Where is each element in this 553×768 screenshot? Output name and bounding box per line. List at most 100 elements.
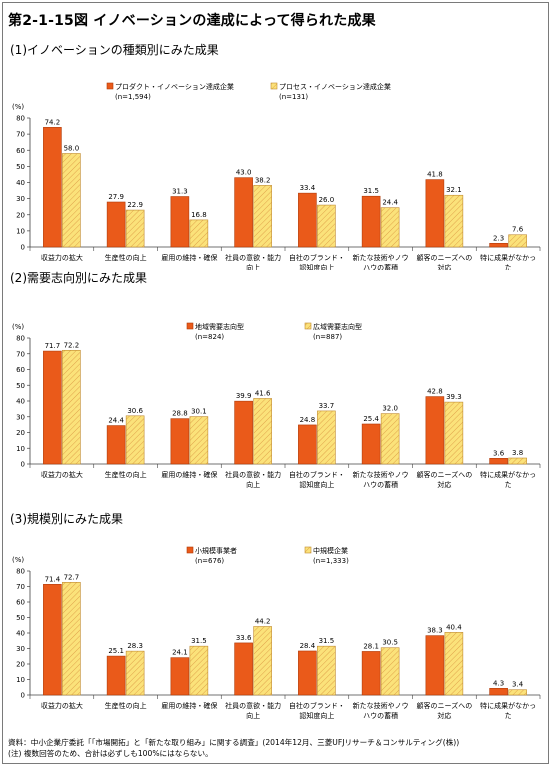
bar-series2 — [189, 645, 209, 696]
bar-series1 — [106, 201, 126, 248]
bar-series1 — [361, 651, 381, 696]
category-label: ハウの蓄積 — [363, 711, 398, 720]
legend-n-series1: (n=1,594) — [115, 93, 151, 101]
category-label: 新たな技術やノウ — [353, 470, 409, 479]
category-label: 自社のブランド・ — [289, 253, 345, 262]
bar-series1 — [43, 350, 62, 465]
bar-series2 — [380, 413, 400, 465]
legend-n-series1: (n=676) — [195, 557, 224, 565]
y-tick-label: 20 — [16, 661, 25, 669]
data-label: 40.4 — [446, 623, 462, 631]
data-label: 41.6 — [255, 389, 271, 397]
y-tick-label: 10 — [16, 676, 25, 684]
data-label: 28.8 — [172, 410, 188, 418]
y-tick-label: 70 — [16, 350, 25, 358]
bar-series2 — [444, 401, 464, 465]
bar-series1 — [425, 396, 445, 465]
bar-series2 — [253, 398, 272, 465]
category-label: 対応 — [437, 263, 451, 270]
bar-series2 — [508, 234, 527, 248]
bar-series1 — [234, 642, 253, 696]
bar-series1 — [425, 179, 445, 248]
data-label: 42.8 — [427, 388, 443, 396]
category-label: 認知度向上 — [299, 711, 334, 720]
category-label: 新たな技術やノウ — [353, 253, 409, 262]
data-label: 32.1 — [446, 186, 462, 194]
bar-series2 — [189, 416, 209, 465]
chart-demand-orientation: (2)需要志向別にみた成果 (%) 地域需要志向型 (n=824) 広域需要志向型 (n=… — [10, 270, 541, 489]
bar-series1 — [298, 192, 317, 248]
chart-product-process: (1)イノベーションの種類別にみた成果 (%) プロダクト・イノベーション達成企業 (… — [10, 43, 541, 270]
bar-series2 — [62, 349, 81, 465]
data-label: 30.5 — [382, 639, 398, 647]
data-label: 38.2 — [255, 176, 271, 184]
data-label: 58.0 — [64, 144, 80, 152]
category-label: た — [505, 712, 512, 720]
y-tick-label: 80 — [16, 335, 25, 343]
data-label: 3.4 — [512, 681, 524, 689]
data-label: 27.9 — [108, 193, 124, 201]
data-label: 39.3 — [446, 393, 462, 401]
category-label: 社員の意欲・能力 — [225, 470, 281, 479]
legend-swatch-series2 — [270, 82, 278, 90]
data-label: 39.9 — [236, 392, 252, 400]
data-label: 4.3 — [493, 679, 504, 687]
legend-n-series1: (n=824) — [195, 333, 224, 341]
legend-swatch-series1 — [106, 82, 114, 90]
figure-title: 第2-1-15図 イノベーションの達成によって得られた成果 — [8, 13, 376, 29]
y-axis-unit: (%) — [12, 103, 24, 111]
category-label: 顧客のニーズへの — [417, 253, 473, 262]
legend-swatch-series2 — [304, 546, 312, 554]
bar-series2 — [125, 650, 145, 696]
y-tick-label: 60 — [16, 366, 25, 374]
bar-series1 — [43, 584, 62, 696]
bar-series2 — [317, 410, 336, 465]
y-tick-label: 0 — [21, 244, 25, 252]
data-label: 31.5 — [191, 637, 207, 645]
category-label: 雇用の維持・確保 — [161, 470, 217, 479]
y-tick-label: 40 — [16, 179, 25, 187]
data-label: 33.7 — [319, 402, 335, 410]
y-tick-label: 30 — [16, 645, 25, 653]
bar-series1 — [361, 423, 381, 465]
bar-series1 — [234, 177, 253, 248]
data-label: 43.0 — [236, 169, 252, 177]
category-label: 生産性の向上 — [105, 701, 147, 710]
data-label: 24.4 — [382, 199, 398, 207]
category-label: 新たな技術やノウ — [353, 701, 409, 710]
data-label: 44.2 — [255, 617, 271, 625]
data-label: 33.4 — [300, 184, 316, 192]
legend-n-series2: (n=1,333) — [313, 557, 349, 565]
data-label: 71.4 — [45, 575, 61, 583]
legend-label-series2: 中規模企業 — [313, 546, 348, 555]
footnote: (注) 複数回答のため、合計は必ずしも100%にはならない。 — [8, 749, 213, 758]
data-label: 72.7 — [64, 573, 80, 581]
chart-subtitle: (3)規模別にみた成果 — [10, 511, 123, 526]
bar-series1 — [489, 458, 508, 465]
bar-series2 — [253, 626, 272, 696]
data-label: 22.9 — [127, 201, 143, 209]
y-tick-label: 50 — [16, 614, 25, 622]
bar-series1 — [425, 635, 445, 696]
bar-series2 — [125, 209, 145, 248]
legend-label-series2: 広域需要志向型 — [313, 322, 362, 331]
bar-series2 — [317, 645, 336, 696]
data-label: 25.4 — [363, 415, 379, 423]
data-label: 24.1 — [172, 649, 188, 657]
y-axis-unit: (%) — [12, 556, 24, 564]
bar-series1 — [234, 400, 253, 465]
data-label: 32.0 — [382, 405, 398, 413]
y-tick-label: 50 — [16, 163, 25, 171]
data-label: 30.1 — [191, 408, 207, 416]
data-label: 7.6 — [512, 226, 524, 234]
category-label: 収益力の拡大 — [41, 701, 83, 710]
chart-subtitle: (2)需要志向別にみた成果 — [10, 270, 147, 285]
category-label: 特に成果がなかっ — [480, 253, 536, 262]
category-label: 生産性の向上 — [105, 253, 147, 262]
data-label: 41.8 — [427, 171, 443, 179]
legend-label-series2: プロセス・イノベーション達成企業 — [279, 82, 391, 91]
data-label: 3.8 — [512, 449, 523, 457]
bar-series1 — [298, 424, 317, 465]
category-label: 自社のブランド・ — [289, 701, 345, 710]
category-label: 向上 — [246, 480, 260, 489]
